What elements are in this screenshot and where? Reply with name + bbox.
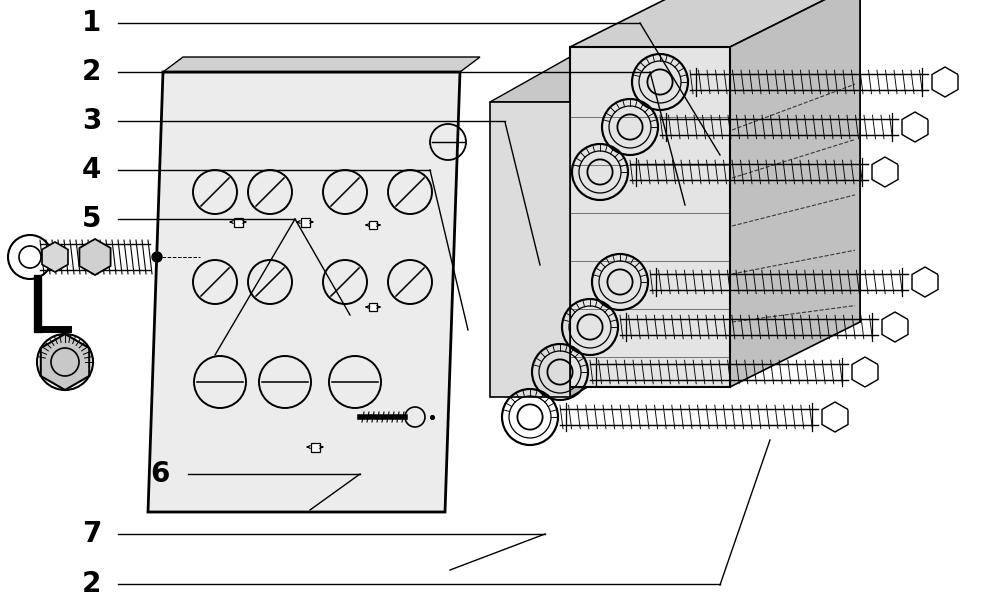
Circle shape — [152, 252, 162, 262]
Text: 4: 4 — [82, 156, 101, 184]
Text: 1: 1 — [82, 9, 101, 37]
Text: 7: 7 — [82, 520, 101, 548]
Text: 5: 5 — [82, 205, 102, 233]
Text: 3: 3 — [82, 107, 101, 135]
Polygon shape — [490, 102, 570, 397]
Polygon shape — [163, 57, 480, 72]
FancyBboxPatch shape — [311, 442, 320, 452]
Polygon shape — [570, 0, 860, 47]
Text: 2: 2 — [82, 58, 101, 86]
Polygon shape — [570, 47, 730, 387]
Polygon shape — [730, 0, 860, 387]
Polygon shape — [79, 239, 111, 275]
Polygon shape — [42, 242, 68, 272]
Polygon shape — [41, 334, 89, 390]
Polygon shape — [148, 72, 460, 512]
FancyBboxPatch shape — [369, 303, 377, 311]
FancyBboxPatch shape — [234, 217, 243, 226]
Polygon shape — [570, 57, 650, 397]
Polygon shape — [490, 57, 650, 102]
Polygon shape — [700, 0, 860, 322]
FancyBboxPatch shape — [301, 217, 310, 226]
Text: 6: 6 — [150, 460, 169, 488]
Text: 2: 2 — [82, 570, 101, 599]
FancyBboxPatch shape — [369, 221, 377, 229]
Polygon shape — [570, 57, 650, 352]
